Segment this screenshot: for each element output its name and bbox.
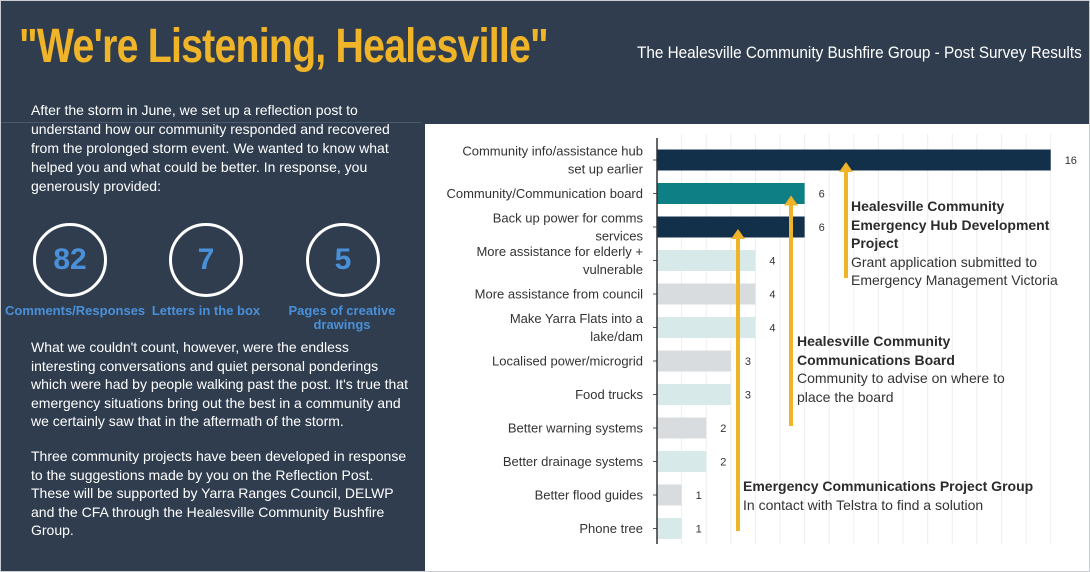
annotation-comms-title: Emergency Communications Project Group <box>743 478 1034 494</box>
stat-circle-letters: 7 <box>169 223 243 297</box>
intro-text: After the storm in June, we set up a ref… <box>31 102 390 194</box>
stat-label-letters: Letters in the box <box>151 303 261 318</box>
annotation-hub-text: Grant application submitted to Emergency… <box>851 253 1058 289</box>
category-label: Community/Communication board <box>446 186 643 201</box>
bar <box>657 149 1051 171</box>
page-subtitle: The Healesville Community Bushfire Group… <box>637 43 1082 62</box>
stat-circle-drawings: 5 <box>306 223 380 297</box>
bar <box>657 283 756 305</box>
category-label: Back up power for comms services <box>493 211 644 244</box>
category-label: Phone tree <box>579 521 643 536</box>
bar <box>657 484 682 506</box>
value-label: 3 <box>745 390 751 402</box>
bar <box>657 183 805 204</box>
category-label: Better drainage systems <box>503 454 644 469</box>
value-label: 2 <box>720 423 726 435</box>
annotation-comms: Emergency Communications Project Group I… <box>743 477 1043 514</box>
annotation-board-text: Community to advise on where to place th… <box>797 370 1005 405</box>
chart-panel: Community info/assistance hub set up earl… <box>425 124 1089 571</box>
bar <box>657 250 756 271</box>
category-label: More assistance from council <box>475 287 643 302</box>
stat-label-drawings: Pages of creative drawings <box>288 303 396 332</box>
bar <box>657 216 805 238</box>
bar <box>657 518 682 539</box>
value-label: 6 <box>819 222 825 234</box>
stat-circle-comments: 82 <box>33 223 107 297</box>
body-text-2: Three community projects have been devel… <box>31 448 407 538</box>
bar <box>657 317 756 338</box>
value-label: 16 <box>1065 155 1077 167</box>
annotation-board: Healesville Community Communications Boa… <box>797 332 1027 406</box>
arrow-hub-head <box>839 162 853 172</box>
category-label: Better warning systems <box>508 421 644 436</box>
category-label: Food trucks <box>575 387 643 402</box>
annotation-comms-text: In contact with Telstra to find a soluti… <box>743 496 984 513</box>
value-label: 4 <box>769 323 775 335</box>
category-label: Community info/assistance hub set up earl… <box>462 144 643 177</box>
category-label: Localised power/microgrid <box>492 354 643 369</box>
bar-chart: Community info/assistance hub set up earl… <box>446 134 1077 544</box>
value-label: 1 <box>696 490 702 502</box>
value-label: 2 <box>720 457 726 469</box>
category-label: More assistance for elderly + vulnerable <box>476 244 643 277</box>
body-text-1: What we couldn't count, however, were th… <box>31 339 409 429</box>
value-label: 4 <box>769 289 775 301</box>
page-title: "We're Listening, Healesville" <box>19 20 549 73</box>
annotation-hub-title: Healesville Community Emergency Hub Deve… <box>851 198 1050 251</box>
value-label: 4 <box>769 256 775 268</box>
arrow-comms-head <box>731 229 745 239</box>
value-label: 6 <box>819 189 825 201</box>
category-label: Better flood guides <box>535 488 644 503</box>
stat-label-comments: Comments/Responses <box>5 303 146 318</box>
value-label: 3 <box>745 356 751 368</box>
category-label: Make Yarra Flats into a lake/dam <box>510 311 644 344</box>
value-label: 1 <box>696 524 702 536</box>
bar <box>657 350 731 372</box>
bar <box>657 417 707 439</box>
bar <box>657 384 731 405</box>
bar <box>657 451 707 472</box>
divider <box>1 122 421 123</box>
annotation-hub: Healesville Community Emergency Hub Deve… <box>851 197 1081 290</box>
annotation-board-title: Healesville Community Communications Boa… <box>797 333 955 368</box>
arrow-board-head <box>784 195 798 206</box>
